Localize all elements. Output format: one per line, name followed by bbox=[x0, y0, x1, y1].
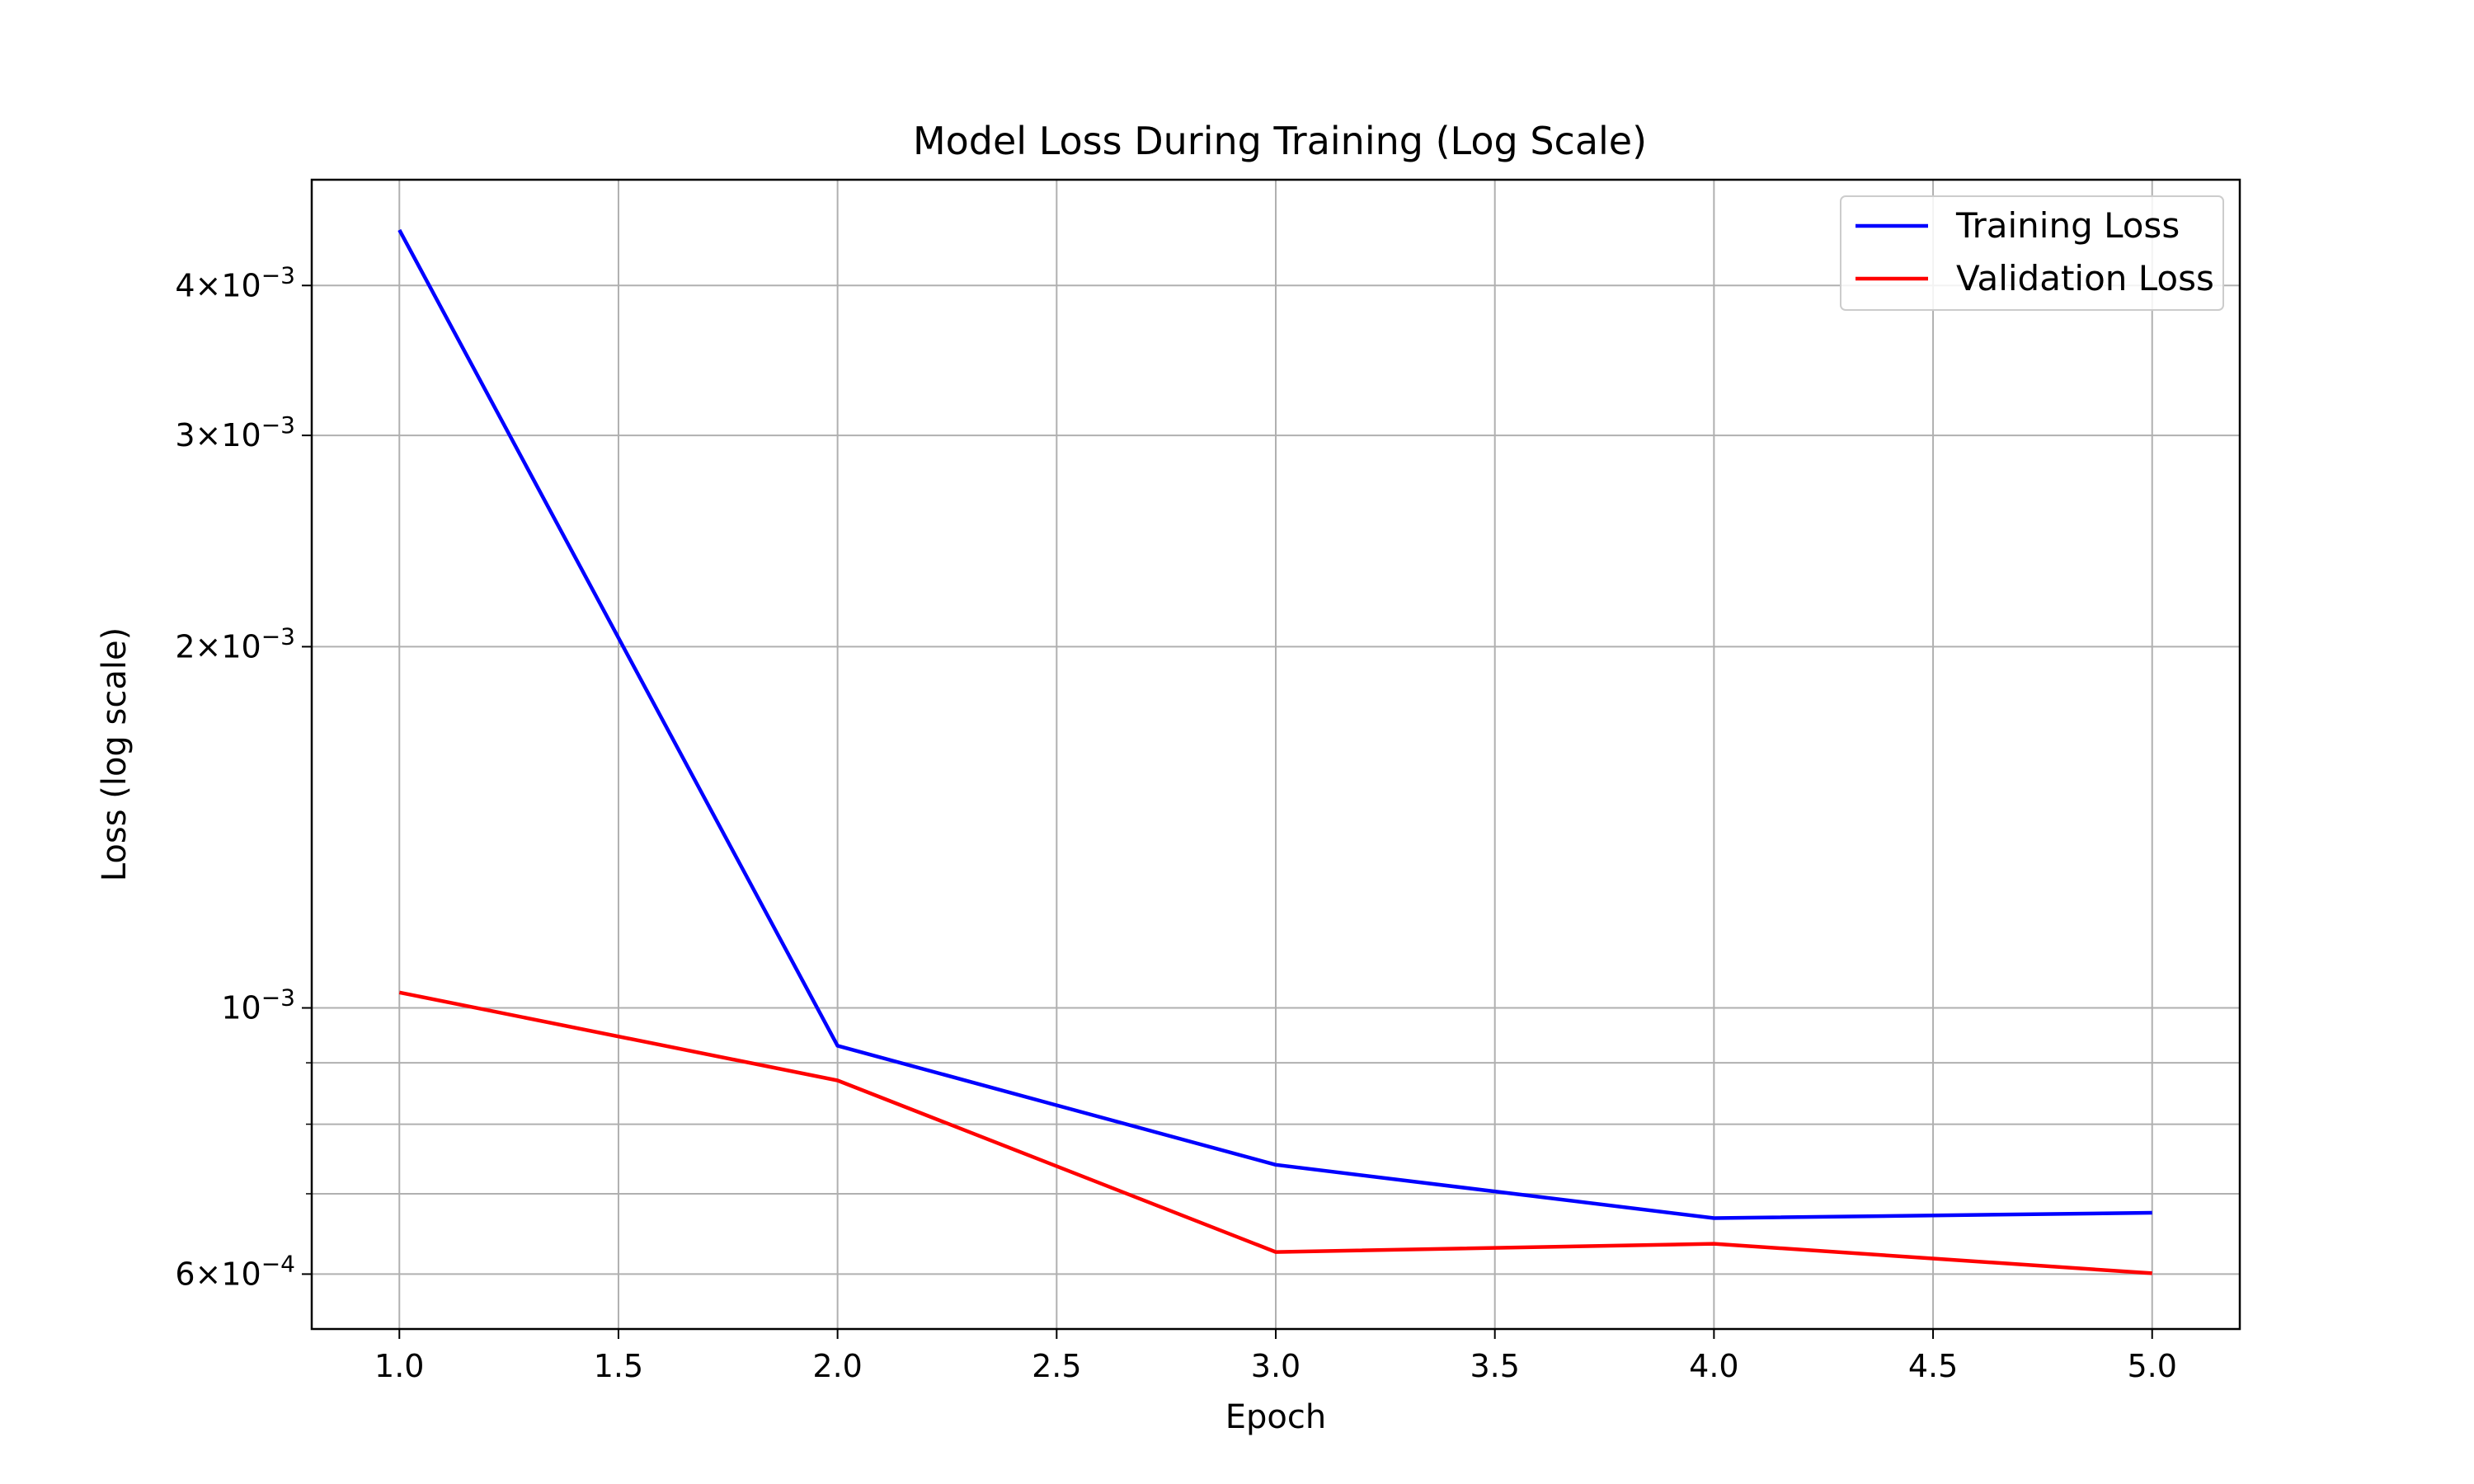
x-tick-label: 3.0 bbox=[1251, 1348, 1300, 1384]
x-tick-label: 5.0 bbox=[2128, 1348, 2177, 1384]
y-axis-label: Loss (log scale) bbox=[96, 627, 134, 881]
x-axis-label: Epoch bbox=[1225, 1398, 1326, 1436]
x-tick-label: 2.5 bbox=[1032, 1348, 1081, 1384]
training-loss-line bbox=[397, 228, 2152, 1220]
y-tick-label: 3×10−3 bbox=[175, 411, 295, 453]
y-tick-label: 10−3 bbox=[221, 984, 295, 1026]
chart-title: Model Loss During Training (Log Scale) bbox=[913, 119, 1647, 163]
y-axis-ticks: 4×10−3 3×10−3 2×10−3 10−3 6×10−4 bbox=[175, 261, 312, 1292]
x-tick-label: 4.5 bbox=[1908, 1348, 1958, 1384]
x-tick-label: 1.0 bbox=[374, 1348, 424, 1384]
x-tick-label: 1.5 bbox=[594, 1348, 643, 1384]
x-tick-label: 2.0 bbox=[812, 1348, 862, 1384]
legend: Training Loss Validation Loss bbox=[1840, 195, 2224, 311]
y-tick-label: 4×10−3 bbox=[175, 261, 295, 303]
validation-loss-line bbox=[398, 990, 2152, 1275]
legend-label: Training Loss bbox=[1955, 205, 2180, 246]
x-tick-label: 3.5 bbox=[1470, 1348, 1519, 1384]
x-tick-label: 4.0 bbox=[1689, 1348, 1738, 1384]
x-axis-ticks: 1.0 1.5 2.0 2.5 3.0 3.5 4.0 4.5 5.0 bbox=[374, 1329, 2177, 1384]
legend-box bbox=[1840, 195, 2224, 311]
legend-label: Validation Loss bbox=[1956, 258, 2214, 298]
series-lines bbox=[397, 228, 2152, 1275]
y-tick-label: 2×10−3 bbox=[175, 622, 295, 665]
y-tick-label: 6×10−4 bbox=[175, 1250, 295, 1292]
